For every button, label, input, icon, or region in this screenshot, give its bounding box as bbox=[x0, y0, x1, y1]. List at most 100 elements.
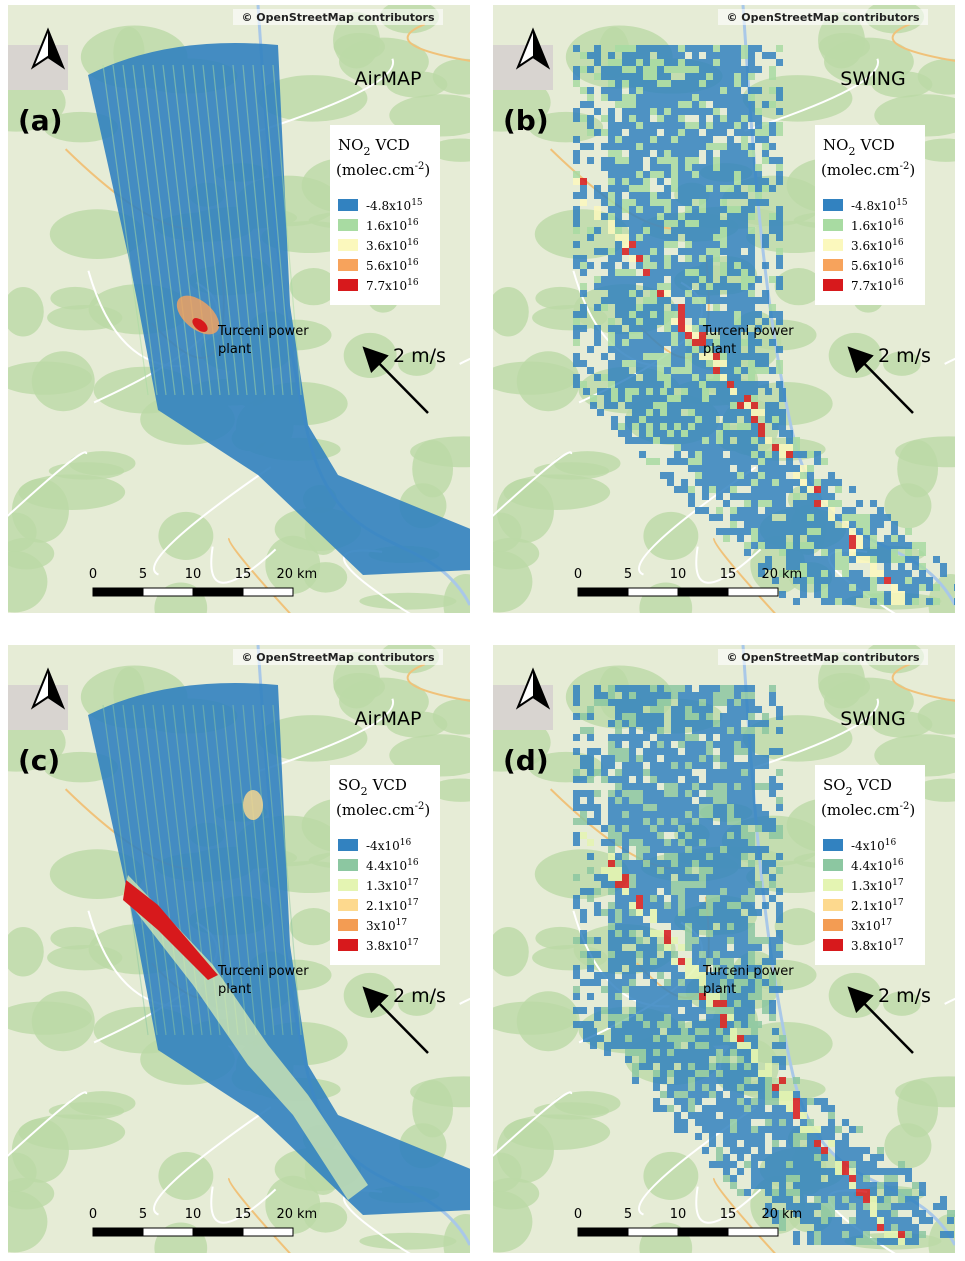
pixel bbox=[727, 860, 734, 867]
pixel bbox=[737, 1147, 744, 1154]
pixel bbox=[727, 206, 734, 213]
track bbox=[262, 64, 293, 396]
pixel bbox=[657, 790, 664, 797]
pixel bbox=[688, 500, 695, 507]
pixel bbox=[856, 1161, 863, 1168]
pixel bbox=[807, 542, 814, 549]
pixel bbox=[608, 66, 615, 73]
pixel bbox=[692, 73, 699, 80]
pixel bbox=[884, 1238, 891, 1245]
pixel bbox=[751, 1140, 758, 1147]
pixel bbox=[741, 157, 748, 164]
pixel bbox=[646, 1035, 653, 1042]
pixel bbox=[657, 930, 664, 937]
pixel bbox=[692, 846, 699, 853]
pixel bbox=[751, 479, 758, 486]
pixel bbox=[671, 199, 678, 206]
pixel bbox=[664, 143, 671, 150]
pixel bbox=[678, 115, 685, 122]
pixel bbox=[601, 164, 608, 171]
pixel bbox=[580, 888, 587, 895]
forest bbox=[8, 927, 44, 977]
pixel bbox=[734, 73, 741, 80]
pixel bbox=[615, 937, 622, 944]
pixel bbox=[751, 514, 758, 521]
pixel bbox=[912, 577, 919, 584]
pixel bbox=[622, 923, 629, 930]
pixel bbox=[779, 423, 786, 430]
pixel bbox=[657, 234, 664, 241]
pixel bbox=[898, 1238, 905, 1245]
city bbox=[493, 685, 553, 730]
pixel bbox=[727, 699, 734, 706]
pixel bbox=[657, 283, 664, 290]
pixel bbox=[650, 346, 657, 353]
pixel bbox=[594, 227, 601, 234]
pixel bbox=[814, 521, 821, 528]
pixel bbox=[699, 304, 706, 311]
pixel bbox=[636, 797, 643, 804]
pixel bbox=[877, 577, 884, 584]
pixel bbox=[720, 115, 727, 122]
pixel bbox=[758, 528, 765, 535]
pixel bbox=[671, 881, 678, 888]
pixel bbox=[608, 381, 615, 388]
pixel bbox=[594, 902, 601, 909]
pixel bbox=[685, 965, 692, 972]
pixel bbox=[723, 395, 730, 402]
pixel bbox=[769, 825, 776, 832]
pixel bbox=[622, 262, 629, 269]
pixel bbox=[657, 290, 664, 297]
pixel bbox=[877, 598, 884, 605]
pixel bbox=[751, 1056, 758, 1063]
pixel bbox=[629, 1021, 636, 1028]
pixel bbox=[793, 507, 800, 514]
pixel bbox=[905, 584, 912, 591]
pixel bbox=[751, 430, 758, 437]
pixel bbox=[730, 1161, 737, 1168]
pixel bbox=[727, 185, 734, 192]
pixel bbox=[828, 1203, 835, 1210]
pixel bbox=[776, 227, 783, 234]
forest bbox=[443, 573, 470, 613]
pixel bbox=[744, 500, 751, 507]
pixel bbox=[720, 199, 727, 206]
pixel bbox=[636, 213, 643, 220]
pixel bbox=[594, 339, 601, 346]
track bbox=[102, 64, 149, 396]
pixel bbox=[856, 1168, 863, 1175]
pixel bbox=[587, 101, 594, 108]
pixel bbox=[734, 353, 741, 360]
pixel bbox=[786, 1098, 793, 1105]
pixel bbox=[709, 465, 716, 472]
pixel bbox=[730, 430, 737, 437]
pixel bbox=[702, 1119, 709, 1126]
pixel bbox=[685, 220, 692, 227]
pixel bbox=[573, 776, 580, 783]
pixel bbox=[636, 220, 643, 227]
pixel bbox=[807, 486, 814, 493]
pixel bbox=[650, 804, 657, 811]
pixel bbox=[751, 1168, 758, 1175]
pixel bbox=[720, 164, 727, 171]
pixel bbox=[615, 986, 622, 993]
pixel bbox=[678, 958, 685, 965]
pixel bbox=[664, 52, 671, 59]
pixel bbox=[685, 192, 692, 199]
pixel bbox=[748, 304, 755, 311]
pixel bbox=[713, 1021, 720, 1028]
pixel bbox=[685, 304, 692, 311]
pixel bbox=[940, 563, 947, 570]
pixel bbox=[723, 1049, 730, 1056]
forest bbox=[8, 287, 44, 337]
pixel bbox=[587, 965, 594, 972]
pixel bbox=[776, 727, 783, 734]
pixel bbox=[643, 790, 650, 797]
pixel bbox=[653, 1098, 660, 1105]
pixel bbox=[755, 108, 762, 115]
pixel bbox=[821, 1189, 828, 1196]
pixel bbox=[741, 993, 748, 1000]
forest bbox=[31, 351, 95, 412]
pixel bbox=[884, 1203, 891, 1210]
pixel bbox=[622, 986, 629, 993]
